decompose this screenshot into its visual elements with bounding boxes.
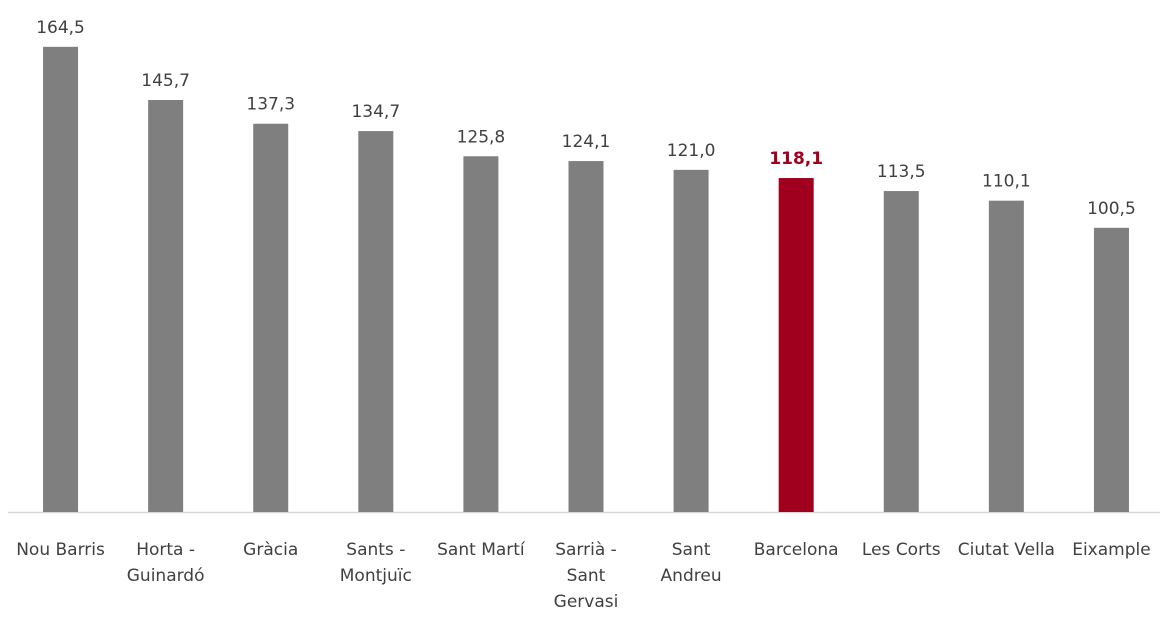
x-tick-label: Ciutat Vella [957, 540, 1055, 560]
bar [778, 178, 814, 513]
value-label: 125,8 [457, 127, 506, 147]
value-label: 100,5 [1087, 199, 1136, 219]
value-label: 134,7 [351, 102, 400, 122]
x-tick-label: Barcelona [753, 540, 839, 560]
bar [1093, 227, 1129, 512]
bar [43, 46, 79, 512]
value-label: 124,1 [562, 132, 611, 152]
bar [358, 131, 394, 512]
x-tick-label: Sarrià - Sant Gervasi [553, 540, 619, 612]
value-label: 164,5 [36, 18, 85, 38]
x-tick-label: Nou Barris [16, 540, 105, 560]
bar [988, 200, 1024, 512]
value-label: 145,7 [141, 71, 190, 91]
bar [883, 191, 919, 512]
value-label: 118,1 [769, 149, 823, 169]
x-tick-label: Eixample [1072, 540, 1151, 560]
x-tick-label: Sants - Montjuïc [339, 540, 412, 586]
value-label: 113,5 [877, 162, 926, 182]
value-label: 110,1 [982, 172, 1031, 192]
bar [568, 161, 604, 512]
bar [253, 123, 289, 513]
value-label: 121,0 [667, 141, 716, 161]
x-tick-label: Gràcia [243, 540, 299, 560]
x-tick-label: Les Corts [861, 540, 941, 560]
bar [148, 99, 184, 513]
x-tick-label: Sant Martí [437, 540, 525, 560]
bar [463, 156, 499, 512]
x-tick-label: Sant Andreu [660, 540, 722, 586]
x-tick-label: Horta - Guinardó [126, 540, 205, 586]
bar [673, 169, 709, 513]
value-label: 137,3 [246, 95, 295, 115]
